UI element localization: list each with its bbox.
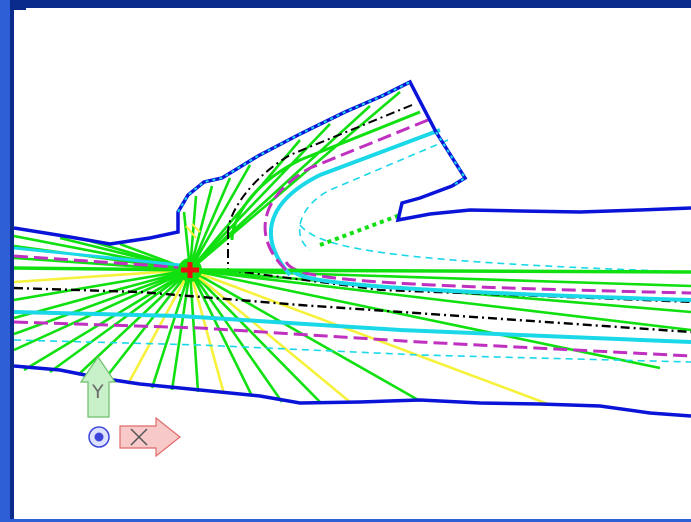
y-axis-label: Y <box>91 381 104 403</box>
ray-line <box>23 268 191 372</box>
red-cross-marker-icon <box>181 262 199 278</box>
branch-curve-lines <box>227 104 449 277</box>
ray-line <box>189 123 331 271</box>
ray-line <box>13 268 191 352</box>
branch-curve-green <box>230 110 421 241</box>
ray-line <box>189 268 691 332</box>
green-edge-line <box>13 266 691 274</box>
ray-line <box>49 268 191 374</box>
road-offset-lines <box>13 224 691 363</box>
ray-line <box>13 268 191 284</box>
yellow-mark <box>185 223 201 239</box>
ray-line <box>188 269 200 393</box>
ray-line <box>189 268 549 406</box>
origin-dot-icon <box>94 432 104 442</box>
ray-line <box>150 269 192 389</box>
ray-line <box>13 268 191 320</box>
ray-line <box>189 268 691 288</box>
window-title-bar <box>0 0 691 10</box>
window-left-border <box>0 0 14 522</box>
center-point <box>178 258 202 282</box>
cad-drawing-canvas[interactable]: Y <box>13 10 691 519</box>
ray-line <box>77 269 191 376</box>
branch-curve-dashdot <box>227 104 413 233</box>
cyan-line-left <box>13 246 191 268</box>
ray-line <box>189 91 401 271</box>
ray-line <box>189 269 321 403</box>
ray-line <box>188 164 252 271</box>
ray-line <box>188 269 254 397</box>
radial-ray-lines <box>13 91 691 406</box>
ray-line <box>188 185 214 271</box>
magenta-line-left <box>13 254 191 270</box>
magenta-line-lower <box>13 320 691 358</box>
ray-line <box>188 177 232 271</box>
ray-line <box>188 269 226 395</box>
branch-curve-cyan <box>268 128 441 277</box>
window-bottom-border <box>0 519 691 522</box>
magenta-line-upper <box>284 261 691 295</box>
ray-line <box>13 268 191 302</box>
ray-line <box>188 269 284 403</box>
x-arrow-icon <box>119 416 181 458</box>
ucs-icon[interactable]: Y <box>79 355 181 458</box>
x-cross-icon <box>130 428 148 446</box>
y-arrow-icon <box>79 355 117 418</box>
lower-boundary <box>13 364 691 418</box>
branch-inner-green-dotted <box>319 213 401 247</box>
cyan-dashed-line <box>13 339 691 363</box>
drawing-viewport[interactable]: Y <box>13 10 691 519</box>
branch-curve-cyan-dash <box>298 139 449 251</box>
ray-line <box>189 105 371 271</box>
upper-boundary-dashed-overlay <box>177 81 467 213</box>
cyan-edge-line <box>13 310 691 344</box>
dash-dot-centerline <box>13 286 691 334</box>
ray-line <box>189 268 351 404</box>
ray-line <box>170 269 192 391</box>
cyan-edge-line-2 <box>290 268 691 302</box>
yellow-highlight-marks <box>185 223 201 239</box>
branch-curve-magenta <box>263 118 429 272</box>
cyan-dashed-line-2 <box>299 224 691 273</box>
